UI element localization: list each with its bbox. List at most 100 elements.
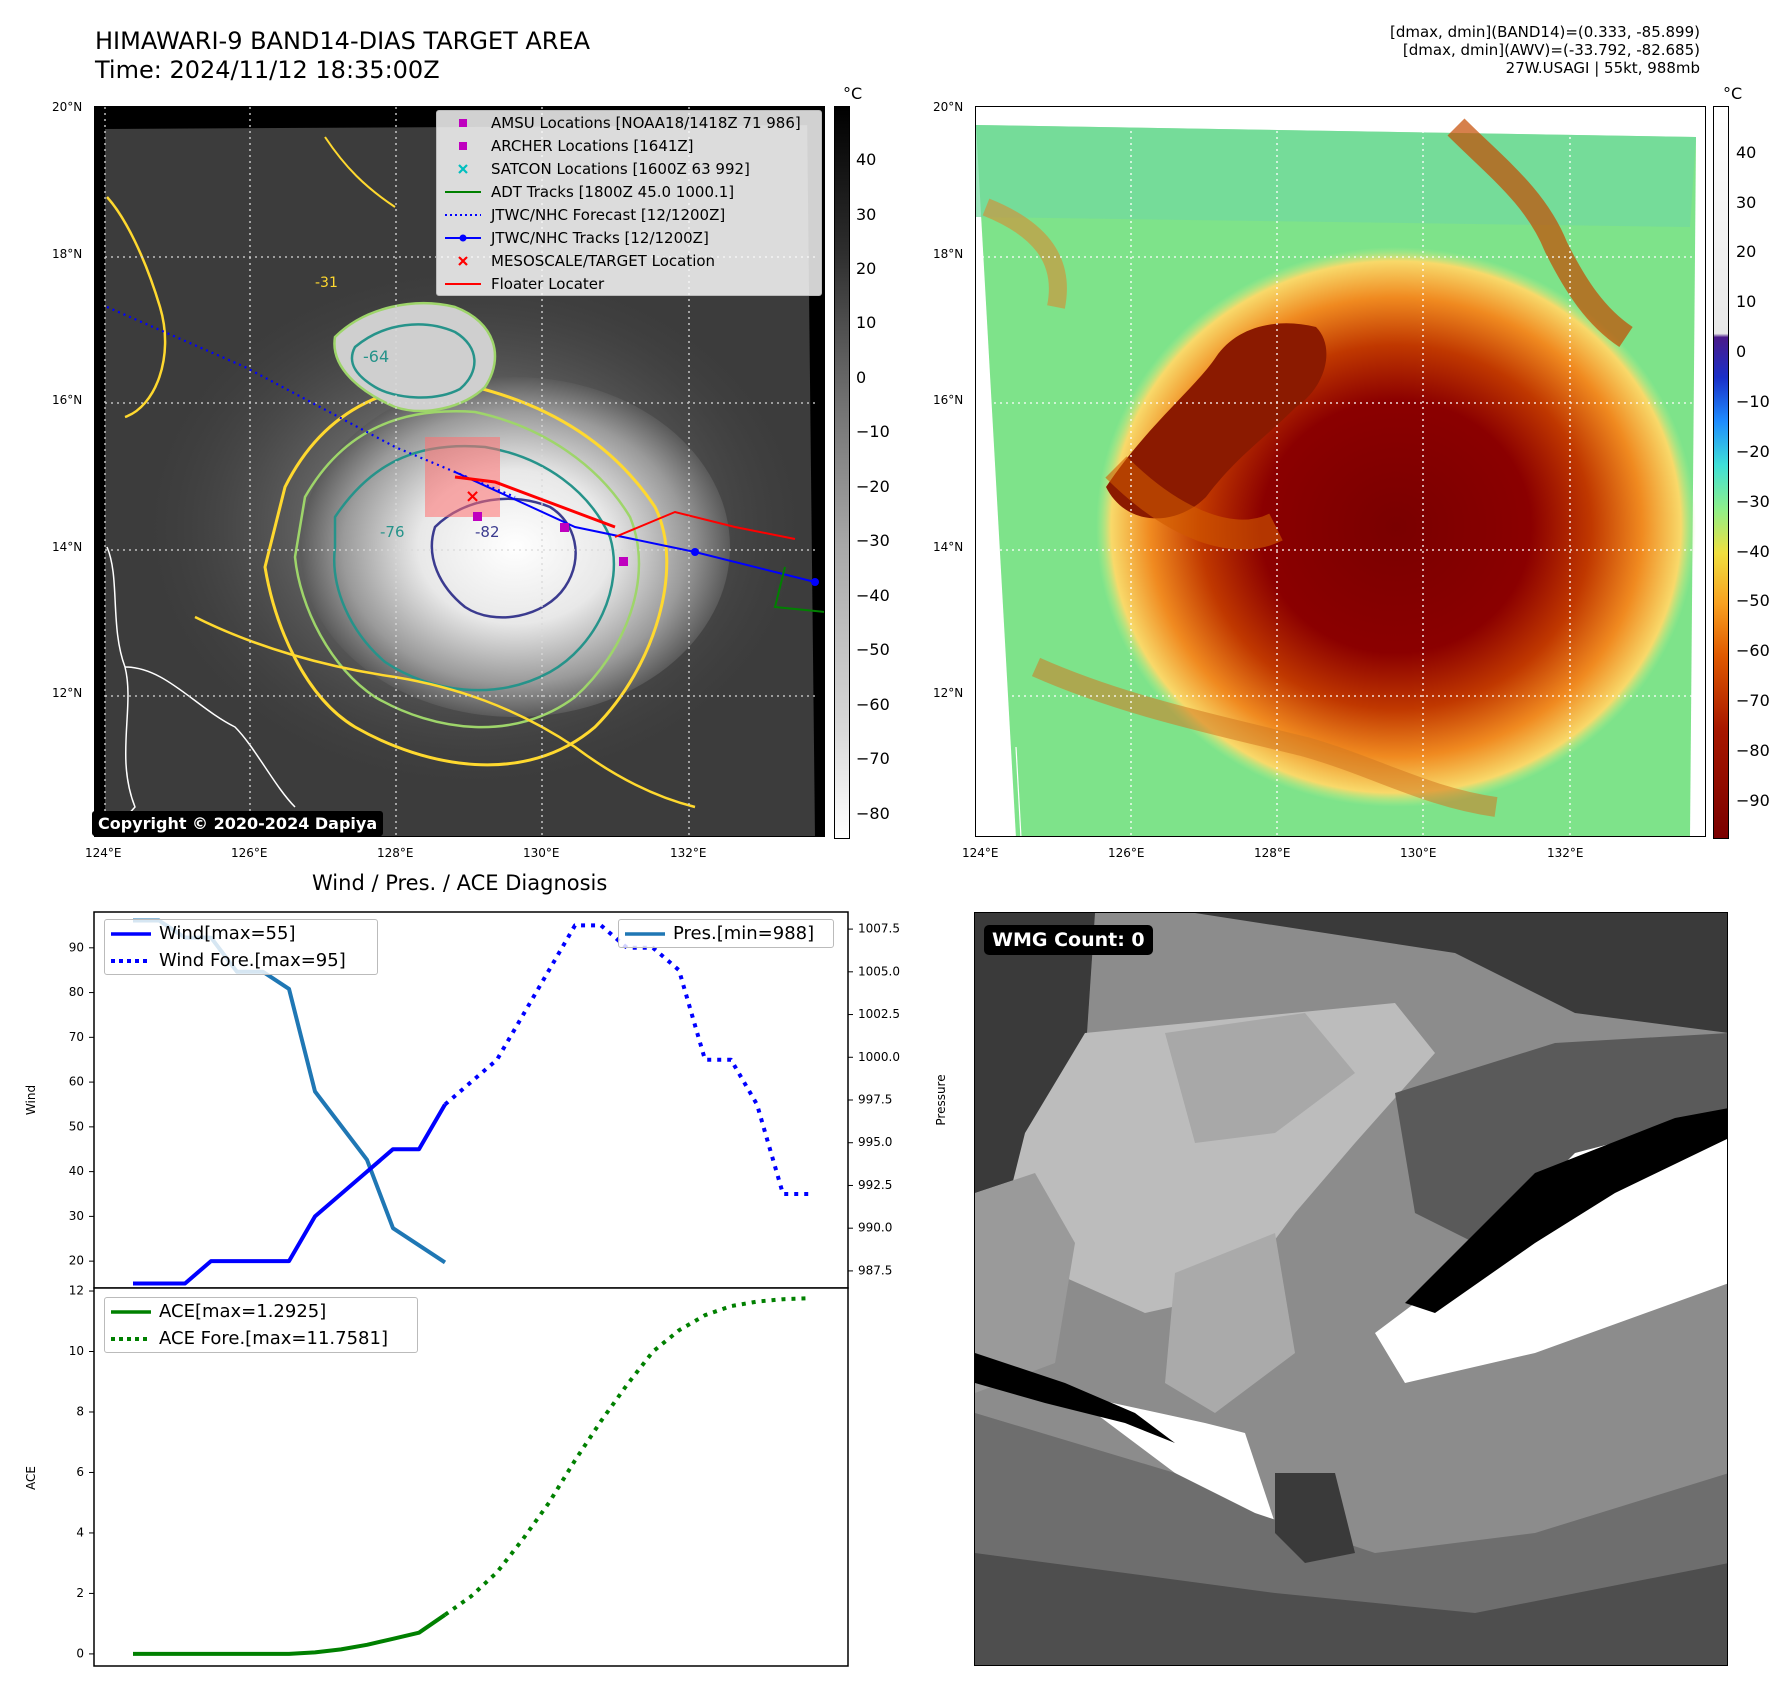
map-legend-item: ADT Tracks [1800Z 45.0 1000.1] (437, 180, 821, 203)
stats-storm: 27W.USAGI | 55kt, 988mb (1505, 59, 1700, 77)
colorbar-tick: −80 (1736, 741, 1770, 761)
ace-legend: ACE[max=1.2925] ACE Fore.[max=11.7581] (104, 1297, 418, 1353)
awv-lat-label-12n: 12°N (933, 686, 964, 700)
pressure-axis-label: Pressure (934, 1074, 948, 1125)
pressure-tick-label: 990.0 (858, 1221, 892, 1235)
ace-tick-label: 10 (69, 1344, 84, 1358)
awv-lon-label-126e: 126°E (1108, 846, 1145, 860)
lat-label-16n: 16°N (52, 393, 83, 407)
colorbar-tick: 0 (1736, 342, 1747, 362)
map-legend-rows: AMSU Locations [NOAA18/1418Z 71 986] ARCH… (437, 111, 821, 295)
colorbar-tick: −90 (1736, 790, 1770, 810)
pressure-tick-label: 987.5 (858, 1263, 892, 1277)
awv-map-image (976, 107, 1705, 836)
wind-tick-label: 30 (69, 1209, 84, 1223)
wind-tick-label: 60 (69, 1075, 84, 1089)
awv-lon-label-128e: 128°E (1254, 846, 1291, 860)
lon-label-126e: 126°E (231, 846, 268, 860)
wind-series-line (133, 1103, 447, 1286)
ace-forecast-series-line (443, 1296, 810, 1617)
lon-label-132e: 132°E (670, 846, 707, 860)
colorbar-right (1713, 106, 1729, 839)
lon-label-130e: 130°E (523, 846, 560, 860)
ace-tick-label: 6 (76, 1465, 84, 1479)
pressure-tick-label: 992.5 (858, 1178, 892, 1192)
wmg-panel (974, 912, 1728, 1666)
pressure-tick-label: 1007.5 (858, 922, 900, 936)
diagnosis-chart: 2030405060708090987.5990.0992.5995.0997.… (24, 911, 948, 1667)
stats-band14: [dmax, dmin](BAND14)=(0.333, -85.899) (1389, 23, 1700, 41)
pressure-legend-label: Pres.[min=988] (673, 923, 815, 944)
colorbar-tick: −10 (856, 422, 890, 442)
awv-lon-label-130e: 130°E (1400, 846, 1437, 860)
ace-legend-label: ACE[max=1.2925] (159, 1301, 327, 1322)
wind-legend-label: Wind[max=55] (159, 923, 296, 944)
map-legend-symbol (443, 208, 483, 222)
map-legend-symbol (443, 162, 483, 176)
lat-label-18n: 18°N (52, 247, 83, 261)
lon-label-128e: 128°E (377, 846, 414, 860)
wind-tick-label: 70 (69, 1030, 84, 1044)
colorbar-tick: −50 (1736, 591, 1770, 611)
colorbar-tick: 10 (1736, 292, 1757, 312)
diagnosis-title: Wind / Pres. / ACE Diagnosis (312, 871, 608, 895)
map-legend-symbol (443, 277, 483, 291)
wind-legend: Wind[max=55] Wind Fore.[max=95] (104, 919, 378, 975)
awv-map-panel (975, 106, 1706, 837)
wind-axis-label: Wind (24, 1085, 38, 1115)
colorbar-tick: 40 (1736, 142, 1757, 162)
figure-title: HIMAWARI-9 BAND14-DIAS TARGET AREA Time:… (95, 27, 590, 85)
map-legend-item: JTWC/NHC Tracks [12/1200Z] (437, 226, 821, 249)
wind-tick-label: 20 (69, 1254, 84, 1268)
lat-label-12n: 12°N (52, 686, 83, 700)
colorbar-tick: −20 (856, 476, 890, 496)
colorbar-tick: 20 (856, 259, 877, 278)
wind-tick-label: 50 (69, 1119, 84, 1133)
colorbar-tick: −70 (1736, 691, 1770, 711)
colorbar-right-unit: °C (1723, 84, 1743, 103)
awv-lon-label-124e: 124°E (962, 846, 999, 860)
ace-tick-label: 8 (76, 1404, 84, 1418)
ace-series-line (133, 1613, 447, 1656)
lat-label-20n: 20°N (52, 100, 83, 114)
copyright-badge: Copyright © 2020-2024 Dapiya (92, 811, 384, 836)
svg-text:-31: -31 (315, 275, 338, 291)
awv-lon-label-132e: 132°E (1547, 846, 1584, 860)
map-legend-item: Floater Locater (437, 272, 821, 295)
map-legend-symbol (443, 254, 483, 268)
svg-text:-76: -76 (380, 523, 405, 541)
colorbar-tick: 20 (1736, 242, 1757, 262)
wind-forecast-legend-label: Wind Fore.[max=95] (159, 950, 346, 971)
ace-forecast-legend-label: ACE Fore.[max=11.7581] (159, 1328, 388, 1349)
map-legend-item: MESOSCALE/TARGET Location (437, 249, 821, 272)
lat-label-14n: 14°N (52, 540, 83, 554)
figure-title-line1: HIMAWARI-9 BAND14-DIAS TARGET AREA (95, 27, 591, 55)
colorbar-tick: −80 (856, 803, 890, 823)
colorbar-tick: −30 (856, 531, 890, 551)
awv-lat-label-14n: 14°N (933, 540, 964, 554)
ace-tick-label: 4 (76, 1525, 84, 1539)
stats-note: [dmax, dmin](BAND14)=(0.333, -85.899) [d… (1390, 23, 1700, 77)
map-legend-item: SATCON Locations [1600Z 63 992] (437, 157, 821, 180)
colorbar-tick: 30 (1736, 192, 1757, 212)
colorbar-tick: −40 (856, 585, 890, 605)
awv-lat-label-20n: 20°N (933, 100, 964, 114)
colorbar-left-unit: °C (843, 84, 863, 103)
map-legend-label: MESOSCALE/TARGET Location (491, 251, 716, 270)
pressure-tick-label: 1000.0 (858, 1050, 900, 1064)
pressure-tick-label: 1002.5 (858, 1007, 900, 1021)
colorbar-tick: −30 (1736, 491, 1770, 511)
colorbar-tick: −60 (1736, 641, 1770, 661)
colorbar-tick: 0 (856, 367, 867, 387)
lon-label-124e: 124°E (85, 846, 122, 860)
map-legend-label: JTWC/NHC Tracks [12/1200Z] (491, 228, 709, 247)
awv-lat-label-18n: 18°N (933, 247, 964, 261)
wmg-image (975, 913, 1727, 1665)
colorbar-tick: −10 (1736, 392, 1770, 412)
svg-text:×: × (465, 486, 480, 507)
colorbar-tick: −40 (1736, 541, 1770, 561)
map-legend-label: AMSU Locations [NOAA18/1418Z 71 986] (491, 113, 801, 132)
colorbar-tick: 10 (856, 313, 877, 333)
pressure-tick-label: 997.5 (858, 1093, 892, 1107)
ace-axis-label: ACE (24, 1466, 38, 1490)
